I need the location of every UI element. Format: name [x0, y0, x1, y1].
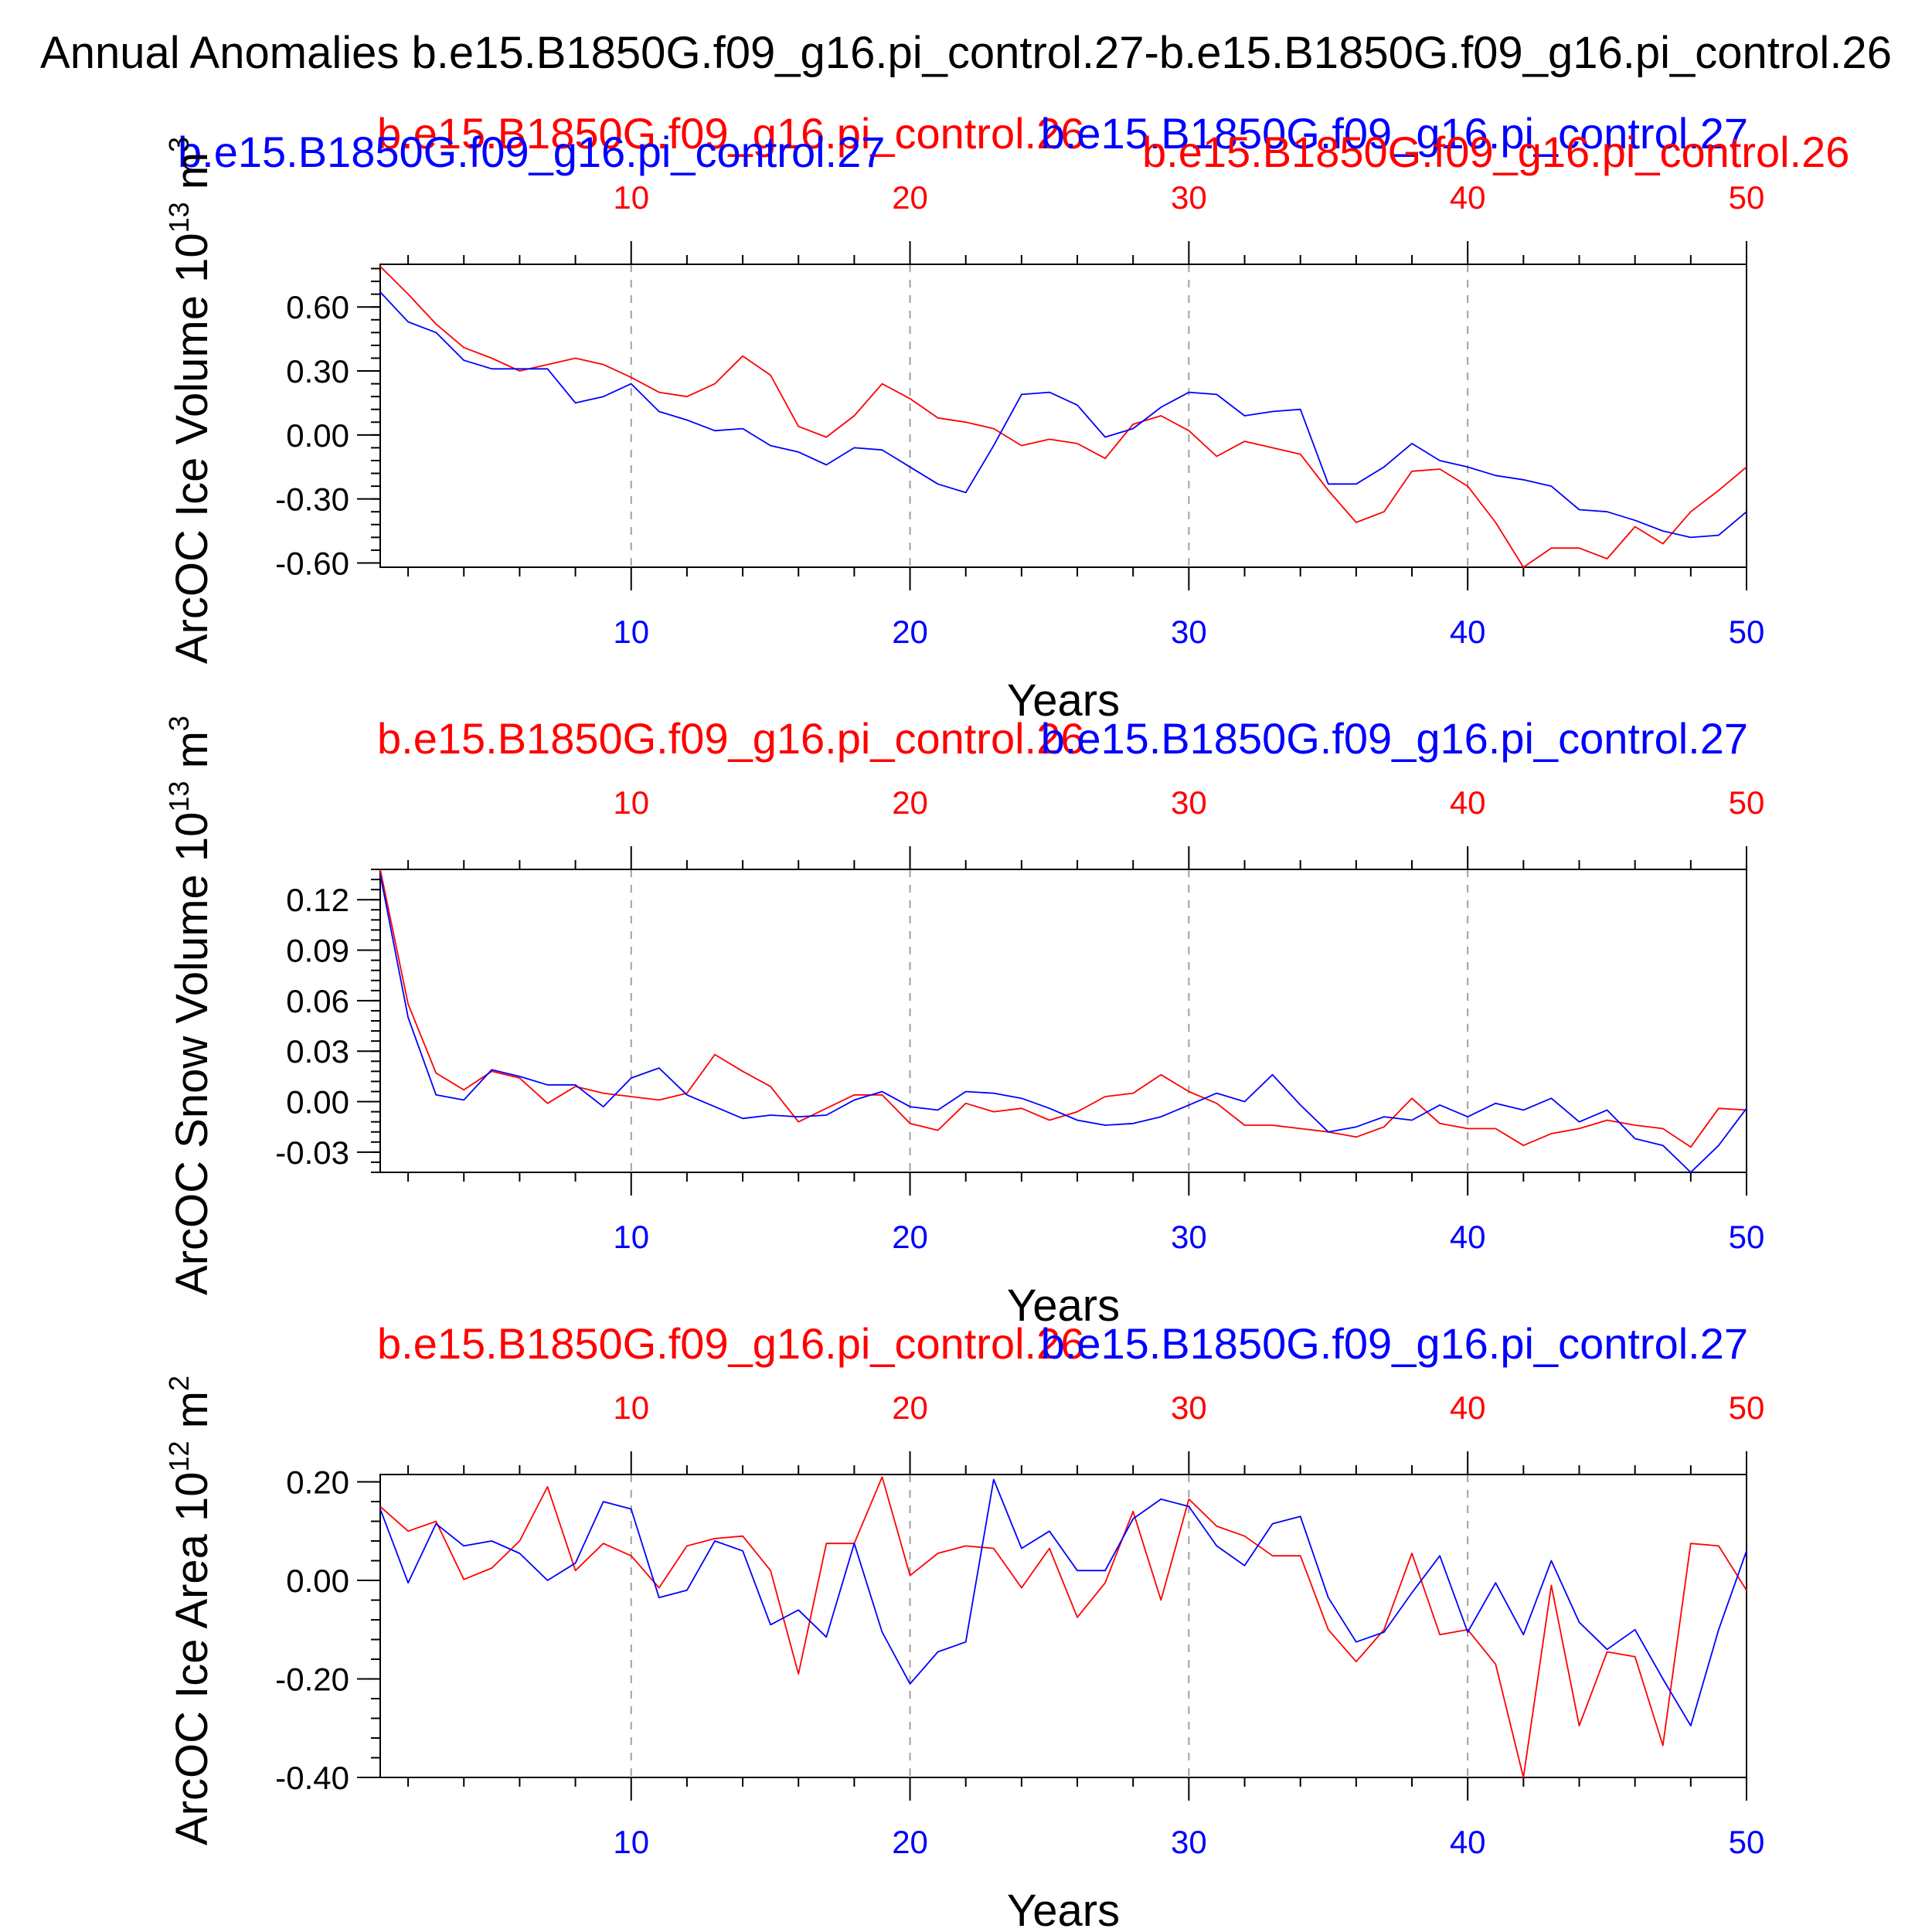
x-tick-label: 50: [1729, 1219, 1765, 1255]
y-tick-label: 0.00: [286, 1084, 349, 1121]
y-tick-label: -0.60: [275, 545, 349, 581]
top-x-tick-label: 30: [1171, 179, 1207, 216]
x-axis-label: Years: [1007, 675, 1120, 726]
case-label-left: b.e15.B1850G.f09_g16.pi_control.26: [377, 714, 1084, 763]
y-tick-label: 0.60: [286, 289, 349, 325]
x-tick-label: 20: [892, 1824, 928, 1860]
x-tick-label: 50: [1729, 614, 1765, 650]
x-tick-label: 10: [613, 1219, 649, 1255]
y-tick-label: 0.00: [286, 1563, 349, 1599]
series-line-1: [379, 1476, 1747, 1778]
y-tick-label: 0.30: [286, 353, 349, 389]
plot-frame: [379, 1474, 1747, 1778]
y-axis-label: ArcOC Snow Volume 1013 m3: [163, 716, 217, 1295]
y-axis-label-exponent: 12: [163, 1440, 195, 1471]
y-tick-label: 0.03: [286, 1033, 349, 1070]
series-line-1: [379, 266, 1747, 568]
y-tick-label: 0.12: [286, 882, 349, 918]
plot-frame: [379, 869, 1747, 1173]
top-x-tick-label: 40: [1450, 1389, 1486, 1426]
y-axis-label: ArcOC Ice Area 1012 m2: [163, 1376, 217, 1845]
y-axis-label-text: m: [167, 1391, 217, 1440]
y-tick-label: 0.06: [286, 983, 349, 1019]
y-axis-label-text: ArcOC Snow Volume 10: [167, 812, 217, 1295]
y-axis-label-text: ArcOC Ice Volume 10: [167, 233, 217, 664]
figure-title: Annual Anomalies b.e15.B1850G.f09_g16.pi…: [40, 28, 1892, 78]
x-tick-label: 20: [892, 1219, 928, 1255]
chart-panel-3: 0.20 0.00 -0.20 -0.40 10 10 20 20 30 30 40 40 50 50 Ye…: [163, 1319, 1764, 1932]
top-x-tick-label: 20: [892, 784, 928, 821]
top-x-tick-label: 40: [1450, 179, 1486, 216]
case-label-right: b.e15.B1850G.f09_g16.pi_control.27: [1041, 1319, 1748, 1368]
top-x-tick-label: 50: [1729, 784, 1765, 821]
case-label-left: b.e15.B1850G.f09_g16.pi_control.26: [377, 109, 1084, 158]
chart-panel-1: 0.60 0.30 0.00 -0.30 -0.60 10 10 20 20 30 30 40 40 50…: [163, 109, 1849, 726]
top-x-tick-label: 20: [892, 1389, 928, 1426]
y-tick-label: -0.40: [275, 1760, 349, 1796]
x-tick-label: 10: [613, 614, 649, 650]
y-axis-label-text: m: [167, 152, 217, 202]
case-label-extra: b.e15.B1850G.f09_g16.pi_control.26: [1142, 128, 1849, 176]
x-axis-label: Years: [1007, 1281, 1120, 1331]
x-axis-label: Years: [1007, 1886, 1120, 1932]
x-tick-label: 50: [1729, 1824, 1765, 1860]
y-axis-label-exponent: 2: [163, 1376, 195, 1391]
series-line-2: [379, 874, 1747, 1173]
x-tick-label: 40: [1450, 1824, 1486, 1860]
y-tick-label: 0.09: [286, 933, 349, 969]
x-tick-label: 10: [613, 1824, 649, 1860]
x-tick-label: 40: [1450, 1219, 1486, 1255]
case-label-left: b.e15.B1850G.f09_g16.pi_control.26: [377, 1319, 1084, 1368]
y-axis-label-exponent: 3: [163, 137, 195, 152]
top-x-tick-label: 50: [1729, 1389, 1765, 1426]
chart-panel-2: 0.12 0.09 0.06 0.03 0.00 -0.03 10 10 20 20 30 30 40 4…: [163, 714, 1764, 1331]
top-x-tick-label: 20: [892, 179, 928, 216]
case-label-right: b.e15.B1850G.f09_g16.pi_control.27: [1041, 109, 1748, 158]
x-tick-label: 30: [1171, 1824, 1207, 1860]
y-axis-label-text: m: [167, 731, 217, 781]
series-line-2: [379, 291, 1747, 539]
y-tick-label: 0.00: [286, 417, 349, 454]
top-x-tick-label: 40: [1450, 784, 1486, 821]
series-line-1: [379, 869, 1747, 1148]
top-x-tick-label: 30: [1171, 1389, 1207, 1426]
y-axis-label-text: ArcOC Ice Area 10: [167, 1471, 217, 1845]
series-line-2: [379, 1478, 1747, 1727]
x-tick-label: 40: [1450, 614, 1486, 650]
y-tick-label: 0.20: [286, 1464, 349, 1501]
y-axis-label: ArcOC Ice Volume 1013 m3: [163, 137, 217, 664]
top-x-tick-label: 10: [613, 179, 649, 216]
top-x-tick-label: 10: [613, 1389, 649, 1426]
case-label-right: b.e15.B1850G.f09_g16.pi_control.27: [1041, 714, 1748, 763]
y-tick-label: -0.20: [275, 1662, 349, 1698]
case-label-extra: b.e15.B1850G.f09_g16.pi_control.27: [178, 128, 885, 176]
y-axis-label-exponent: 3: [163, 716, 195, 731]
x-tick-label: 20: [892, 614, 928, 650]
top-x-tick-label: 30: [1171, 784, 1207, 821]
y-tick-label: -0.30: [275, 481, 349, 518]
y-axis-label-exponent: 13: [163, 781, 195, 812]
x-tick-label: 30: [1171, 1219, 1207, 1255]
top-x-tick-label: 50: [1729, 179, 1765, 216]
top-x-tick-label: 10: [613, 784, 649, 821]
y-axis-label-exponent: 13: [163, 202, 195, 233]
y-tick-label: -0.03: [275, 1134, 349, 1171]
plot-frame: [379, 264, 1747, 568]
x-tick-label: 30: [1171, 614, 1207, 650]
